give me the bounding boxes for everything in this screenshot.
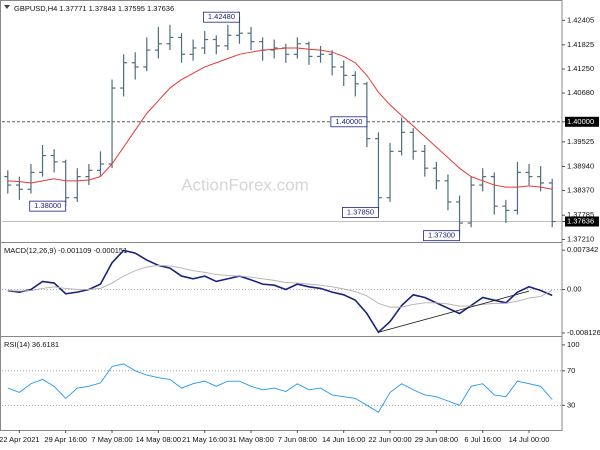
x-tick-label: 22 Jun 00:00 (368, 435, 411, 444)
y-tick-label: 1.38940 (567, 161, 594, 170)
x-tick-label: 7 Jun 08:00 (278, 435, 317, 444)
x-tick-label: 14 Jul 00:00 (509, 435, 550, 444)
y-tick-label: 0.007342 (567, 245, 598, 254)
y-tick-label: 1.37210 (567, 234, 594, 243)
y-tick-label: 1.41250 (567, 64, 594, 73)
panel-title: MACD(12,26,9) -0.001109 -0.000151 (4, 246, 127, 255)
annotation-label: 1.37300 (428, 231, 455, 240)
indicator-line (7, 249, 553, 334)
annotation-label: 1.40000 (335, 117, 362, 126)
y-tick-label: 1.37785 (567, 210, 594, 219)
x-tick-label: 14 May 08:00 (136, 435, 181, 444)
x-tick-label: 21 May 16:00 (182, 435, 227, 444)
y-tick-label: 1.41825 (567, 40, 594, 49)
y-tick-label: 1.40000 (567, 117, 594, 126)
y-tick-label: 1.37636 (567, 216, 594, 225)
price-tag (565, 116, 599, 127)
annotation-box (29, 200, 67, 212)
y-tick-label: 30 (567, 400, 575, 409)
x-tick-label: 14 Jun 16:00 (322, 435, 365, 444)
annotation-label: 1.42480 (208, 12, 235, 21)
annotation-box (203, 11, 240, 23)
x-tick-label: 6 Jul 16:00 (464, 435, 501, 444)
y-tick-label: 100 (567, 340, 580, 349)
moving-average (7, 47, 553, 190)
y-tick-label: 1.42405 (567, 15, 594, 24)
x-tick-label: 29 Jun 08:00 (415, 435, 458, 444)
annotation-box (342, 207, 379, 218)
y-tick-label: 1.40680 (567, 88, 594, 97)
y-tick-label: -0.008126 (567, 328, 600, 337)
indicator-line (7, 264, 553, 308)
symbol-icon (4, 5, 10, 9)
annotation-label: 1.37850 (347, 207, 374, 216)
annotation-label: 1.38000 (34, 201, 61, 210)
x-tick-label: 31 May 08:00 (228, 435, 273, 444)
trend-line (378, 290, 530, 333)
x-tick-label: 22 Apr 2021 (0, 435, 40, 444)
y-tick-label: 70 (567, 366, 575, 375)
y-tick-label: 0.00 (567, 284, 582, 293)
panel-title: GBPUSD,H4 1.37771 1.37843 1.37595 1.3763… (14, 4, 174, 13)
watermark: ActionForex.com (181, 175, 309, 194)
annotation-box (330, 116, 368, 128)
y-tick-label: 1.39525 (567, 137, 594, 146)
annotation-box (423, 230, 460, 242)
panel-title: RSI(14) 36.6181 (4, 340, 59, 349)
price-tag (565, 216, 599, 227)
x-tick-label: 29 Apr 16:00 (44, 435, 87, 444)
indicator-line (7, 363, 553, 413)
y-tick-label: 1.38370 (567, 186, 594, 195)
panel-frame (0, 336, 563, 431)
x-tick-label: 7 May 08:00 (91, 435, 132, 444)
